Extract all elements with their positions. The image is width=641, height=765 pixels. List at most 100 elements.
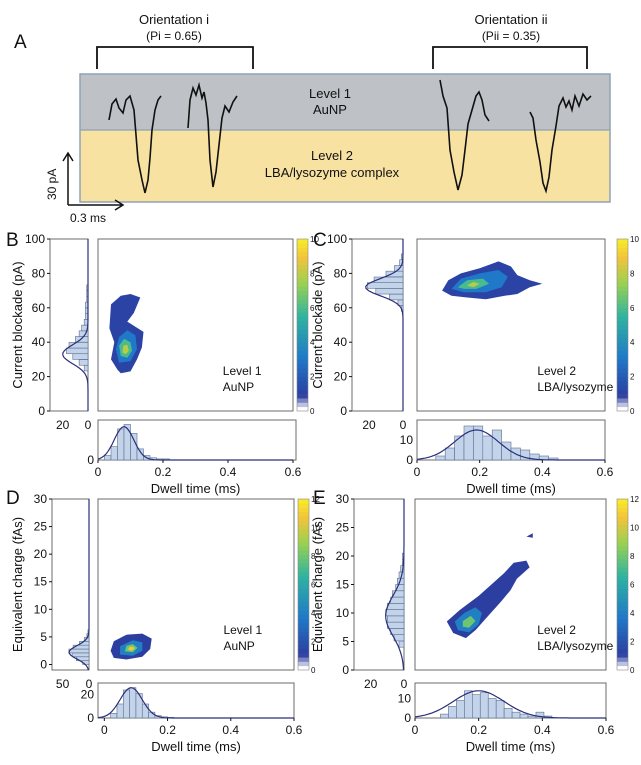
colorbar-step	[297, 368, 308, 373]
x-tick-label: 0.4	[222, 723, 239, 737]
colorbar-step	[617, 282, 628, 287]
x-hist-bar-3	[122, 689, 130, 719]
x-tick-label: 0.2	[470, 723, 487, 737]
colorbar-step	[617, 251, 628, 257]
x-tick-label: 0	[95, 465, 102, 479]
colorbar-step	[617, 661, 628, 667]
colorbar-step	[617, 610, 628, 615]
x-hist-count-label: 0	[406, 453, 413, 467]
y-hist-count-label: 50	[56, 677, 70, 691]
colorbar-step	[297, 316, 308, 322]
y-tick-label: 15	[336, 578, 350, 592]
y-tick-label: 20	[34, 547, 48, 561]
colorbar-step	[617, 520, 628, 526]
colorbar-step	[617, 635, 628, 641]
x-tick-label: 0.6	[285, 465, 302, 479]
colorbar-tick-label: 6	[630, 581, 635, 590]
colorbar-step	[298, 580, 309, 585]
x-tick-label: 0.2	[471, 465, 488, 479]
colorbar-step	[617, 359, 628, 365]
colorbar-step	[298, 644, 309, 650]
colorbar-step	[617, 601, 628, 607]
colorbar-step	[297, 385, 308, 390]
x-hist-count-label: 0	[87, 711, 94, 725]
colorbar-step	[297, 282, 308, 287]
colorbar-step	[617, 554, 628, 560]
colorbar-step	[617, 665, 628, 671]
colorbar-step	[617, 618, 628, 624]
colorbar-tick-label: 6	[310, 304, 315, 313]
x-hist-bar-2	[110, 446, 118, 461]
colorbar-step	[617, 303, 628, 309]
colorbar-step	[298, 567, 309, 573]
annotation-level: Level 2	[537, 364, 576, 378]
colorbar-tick-label: 2	[310, 373, 315, 382]
y-hist-count-label: 0	[85, 418, 92, 432]
colorbar-step	[298, 550, 309, 555]
colorbar-step	[297, 337, 308, 343]
colorbar-step	[297, 406, 308, 412]
colorbar-step	[298, 627, 309, 632]
colorbar-step	[617, 290, 628, 296]
colorbar-step	[298, 635, 309, 641]
y-tick-label: 40	[334, 335, 348, 349]
orientation-i-bracket	[96, 46, 254, 69]
x-hist-fit	[416, 429, 605, 461]
colorbar-step	[617, 355, 628, 360]
colorbar-step	[297, 402, 308, 408]
colorbar-step	[617, 622, 628, 628]
y-tick-label: 100	[25, 232, 45, 246]
colorbar-step	[617, 511, 628, 517]
colorbar-step	[298, 537, 309, 543]
colorbar-step	[617, 372, 628, 377]
panel-e-letter: E	[313, 488, 326, 509]
colorbar-step	[298, 558, 309, 564]
colorbar-tick-label: 8	[630, 552, 635, 561]
annotation-species: AuNP	[223, 380, 254, 394]
y-hist-count-label: 0	[400, 418, 407, 432]
colorbar-step	[298, 575, 309, 581]
colorbar-step	[617, 380, 628, 386]
x-axis-label: Dwell time (ms)	[151, 739, 241, 754]
x-hist-bar-6	[136, 448, 144, 461]
colorbar-step	[298, 661, 309, 667]
colorbar-tick-label: 0	[630, 666, 635, 675]
x-hist-bar-2	[448, 706, 457, 719]
colorbar-step	[617, 333, 628, 339]
level2-band	[80, 130, 610, 202]
y-hist-fit	[365, 239, 404, 411]
x-tick-label: 0	[414, 465, 421, 479]
colorbar-step	[617, 350, 628, 356]
x-tick-label: 0.6	[597, 465, 614, 479]
y-hist-fit	[62, 239, 89, 411]
density-contour-4	[122, 344, 129, 355]
x-tick-label: 0.2	[159, 723, 176, 737]
colorbar-tick-label: 6	[630, 304, 635, 313]
colorbar-step	[297, 372, 308, 377]
y-hist-bar-5	[366, 282, 404, 289]
x-hist-bar-1	[435, 455, 446, 461]
colorbar-step	[617, 575, 628, 581]
colorbar-step	[617, 567, 628, 573]
x-hist-bar-3	[454, 435, 465, 461]
level2-sublabel: LBA/lysozyme complex	[265, 165, 400, 180]
colorbar-tick-label: 8	[310, 269, 315, 278]
y-hist-count-label: 20	[362, 418, 376, 432]
y-axis-label: Current blockade (pA)	[10, 261, 25, 388]
colorbar-step	[298, 507, 309, 513]
x-hist-bar-2	[444, 447, 455, 461]
colorbar-step	[617, 273, 628, 279]
density-contour-4	[526, 533, 533, 538]
trace-1	[108, 94, 162, 194]
colorbar-step	[297, 247, 308, 253]
colorbar-step	[617, 507, 628, 513]
x-hist-bar-5	[471, 694, 481, 719]
colorbar-step	[617, 256, 628, 261]
x-hist-bar-8	[495, 700, 505, 719]
colorbar-step	[297, 264, 308, 270]
colorbar-step	[297, 342, 308, 347]
density-contour-4	[128, 646, 135, 651]
colorbar-step	[298, 665, 309, 671]
